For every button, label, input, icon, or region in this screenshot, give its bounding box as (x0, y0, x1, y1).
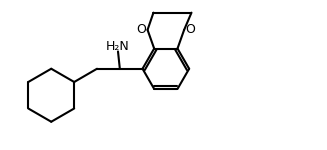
Text: H₂N: H₂N (106, 40, 130, 53)
Text: O: O (136, 23, 146, 36)
Text: O: O (186, 23, 196, 36)
